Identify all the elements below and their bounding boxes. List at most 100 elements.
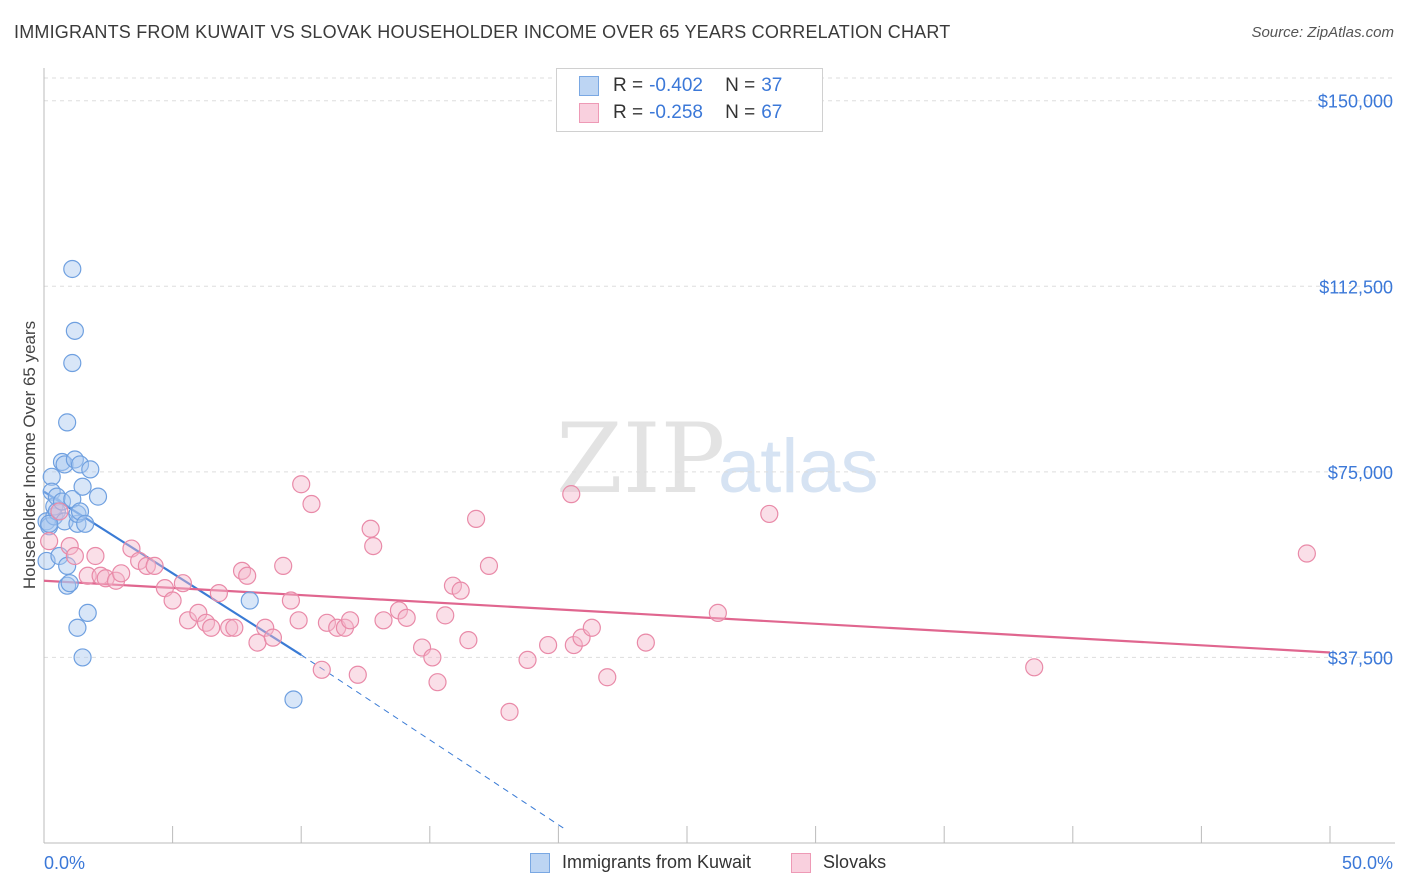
watermark: ZIP atlas bbox=[556, 403, 879, 515]
slovaks-point bbox=[364, 536, 383, 556]
slovaks-point bbox=[60, 536, 79, 556]
slovaks-point bbox=[65, 546, 84, 566]
slovaks-point bbox=[50, 502, 69, 521]
slovaks-point bbox=[340, 611, 360, 630]
slovaks-point bbox=[374, 611, 393, 630]
y-tick-label: $75,000 bbox=[1328, 463, 1393, 483]
slovaks-point bbox=[518, 650, 537, 670]
slovaks-point bbox=[500, 702, 519, 721]
kuwait-point bbox=[58, 576, 77, 595]
kuwait-trend-line bbox=[43, 490, 302, 656]
r-label: R = bbox=[613, 75, 644, 96]
stats-legend: R = -0.402 N = 37 R = -0.258 N = 67 bbox=[556, 68, 823, 132]
slovaks-point bbox=[202, 618, 221, 637]
slovaks-point bbox=[238, 566, 257, 585]
slovaks-point bbox=[112, 564, 131, 583]
slovaks-point bbox=[423, 648, 442, 667]
kuwait-point bbox=[81, 460, 100, 479]
slovaks-point bbox=[636, 633, 655, 652]
slovaks-point bbox=[361, 519, 380, 538]
source-label: Source: ZipAtlas.com bbox=[1251, 24, 1394, 41]
slovaks-point bbox=[189, 603, 208, 623]
slovaks-point bbox=[1025, 658, 1044, 677]
kuwait-point bbox=[284, 690, 303, 709]
slovaks-point bbox=[312, 660, 331, 679]
slovaks-point bbox=[466, 509, 486, 528]
stats-row-kuwait: R = -0.402 N = 37 bbox=[579, 73, 782, 99]
slovaks-point bbox=[451, 581, 470, 600]
slovaks-point bbox=[263, 628, 283, 647]
kuwait-point bbox=[240, 591, 259, 610]
kuwait-point bbox=[63, 353, 82, 373]
n-value: 37 bbox=[761, 75, 783, 96]
kuwait-point bbox=[60, 574, 79, 593]
kuwait-point bbox=[65, 450, 84, 469]
slovaks-point bbox=[582, 618, 601, 637]
slovaks-point bbox=[317, 613, 337, 632]
x-tick-label-min: 0.0% bbox=[44, 853, 85, 873]
slovaks-point bbox=[145, 556, 164, 575]
slovaks-point bbox=[397, 608, 416, 627]
slovaks-point bbox=[232, 561, 252, 580]
kuwait-point bbox=[68, 618, 87, 637]
n-value: 67 bbox=[761, 102, 783, 123]
kuwait-point bbox=[63, 259, 82, 279]
slovaks-point bbox=[163, 591, 182, 610]
slovaks-point bbox=[348, 665, 367, 684]
slovaks-point bbox=[539, 635, 558, 655]
kuwait-trend-extension bbox=[300, 654, 564, 829]
slovaks-point bbox=[598, 668, 617, 687]
slovaks-swatch-icon bbox=[791, 852, 812, 873]
r-value: -0.402 bbox=[649, 75, 703, 96]
watermark-zip: ZIP bbox=[556, 403, 725, 515]
series-legend: Immigrants from Kuwait Slovaks bbox=[530, 852, 926, 873]
slovaks-point bbox=[78, 566, 97, 585]
legend-label: Slovaks bbox=[823, 852, 887, 872]
slovaks-point bbox=[196, 613, 216, 632]
kuwait-point bbox=[58, 413, 77, 432]
kuwait-point bbox=[42, 467, 61, 486]
slovaks-point bbox=[459, 631, 478, 650]
slovaks-swatch-icon bbox=[579, 103, 599, 123]
kuwait-swatch-icon bbox=[530, 852, 550, 873]
legend-label: Immigrants from Kuwait bbox=[562, 852, 752, 872]
slovaks-point bbox=[225, 618, 244, 637]
kuwait-point bbox=[88, 487, 108, 506]
legend-item-slovaks[interactable]: Slovaks bbox=[791, 852, 886, 873]
slovaks-point bbox=[220, 618, 239, 637]
legend-item-kuwait[interactable]: Immigrants from Kuwait bbox=[530, 852, 751, 873]
x-tick-label-max: 50.0% bbox=[1342, 853, 1393, 873]
kuwait-point bbox=[47, 487, 66, 506]
slovaks-point bbox=[40, 532, 59, 551]
slovaks-point bbox=[428, 673, 447, 692]
slovaks-point bbox=[86, 546, 105, 566]
kuwait-point bbox=[55, 455, 74, 474]
kuwait-point bbox=[58, 556, 77, 575]
y-tick-label: $112,500 bbox=[1319, 277, 1393, 297]
kuwait-point bbox=[73, 477, 92, 496]
slovaks-point bbox=[562, 485, 581, 504]
y-tick-label: $150,000 bbox=[1318, 92, 1393, 112]
slovaks-point bbox=[389, 601, 409, 620]
n-label: N = bbox=[725, 75, 756, 96]
kuwait-point bbox=[68, 504, 87, 524]
slovaks-point bbox=[302, 494, 321, 514]
kuwait-point bbox=[78, 603, 97, 623]
n-label: N = bbox=[725, 102, 756, 123]
watermark-atlas: atlas bbox=[718, 424, 879, 509]
chart-title: IMMIGRANTS FROM KUWAIT VS SLOVAK HOUSEHO… bbox=[14, 22, 951, 42]
slovaks-point bbox=[256, 618, 275, 637]
kuwait-point bbox=[76, 514, 95, 533]
slovaks-point bbox=[289, 611, 308, 630]
slovaks-point bbox=[173, 574, 192, 593]
slovaks-point bbox=[137, 556, 156, 575]
slovaks-point bbox=[708, 603, 727, 623]
slovaks-trend-line bbox=[43, 579, 1331, 654]
y-tick-label: $37,500 bbox=[1328, 648, 1393, 668]
r-value: -0.258 bbox=[649, 102, 703, 123]
stats-row-slovaks: R = -0.258 N = 67 bbox=[579, 100, 782, 126]
slovaks-point bbox=[564, 635, 583, 655]
kuwait-point bbox=[70, 455, 90, 474]
slovaks-point bbox=[1297, 544, 1316, 563]
